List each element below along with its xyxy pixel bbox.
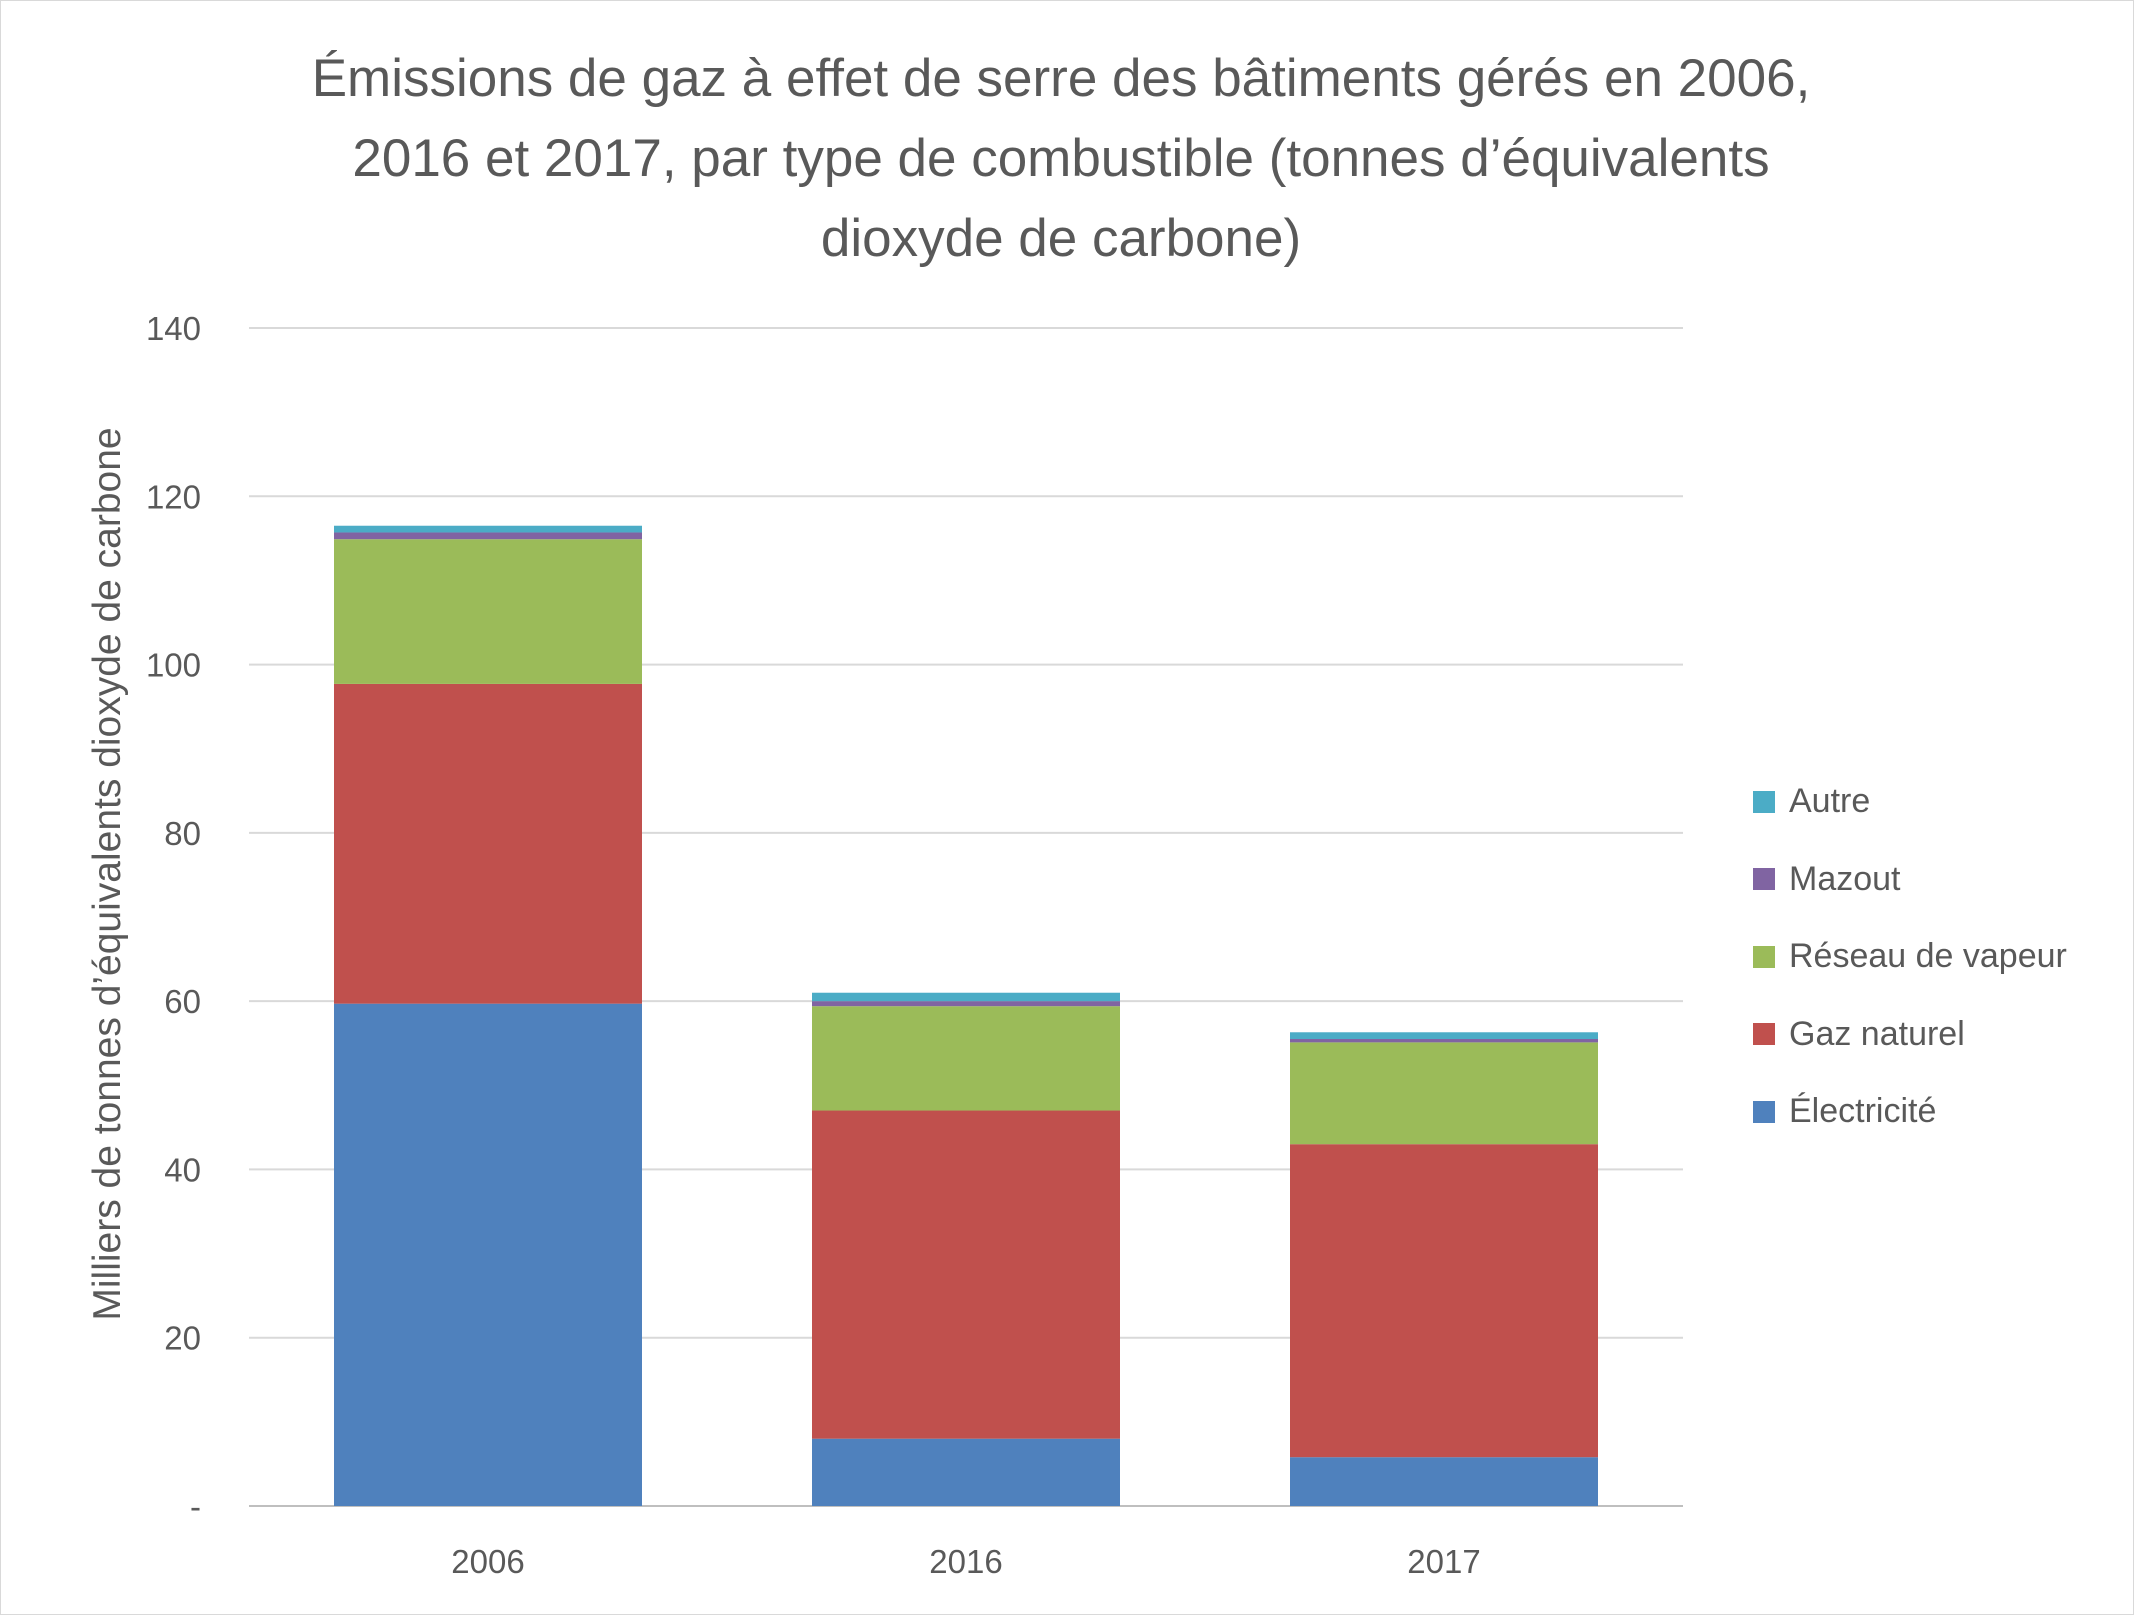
- y-tick-label: 60: [164, 983, 201, 1020]
- legend-swatch: [1753, 1100, 1775, 1123]
- legend-swatch: [1753, 945, 1775, 968]
- bar-segment: [334, 1003, 642, 1506]
- legend-label: Réseau de vapeur: [1789, 937, 2067, 976]
- legend-item: Électricité: [1753, 1073, 2067, 1151]
- chart-title-line-1: Émissions de gaz à effet de serre des bâ…: [311, 49, 1811, 108]
- legend-swatch: [1753, 1023, 1775, 1046]
- bar-segment: [1290, 1144, 1598, 1458]
- chart-title: Émissions de gaz à effet de serre des bâ…: [201, 39, 1921, 279]
- y-tick-label: 80: [164, 815, 201, 852]
- legend-label: Électricité: [1789, 1092, 1937, 1131]
- bar-segment: [334, 525, 642, 533]
- y-tick-label: 120: [146, 478, 201, 515]
- bar-segment: [812, 1001, 1120, 1007]
- y-tick-label: 100: [146, 647, 201, 684]
- bar-segment: [334, 532, 642, 540]
- legend-item: Gaz naturel: [1753, 996, 2067, 1074]
- bar-segment: [812, 1438, 1120, 1506]
- x-tick-label: 2016: [929, 1543, 1002, 1580]
- legend-label: Mazout: [1789, 859, 1901, 898]
- bar-segment: [334, 683, 642, 1004]
- bar-segment: [1290, 1457, 1598, 1506]
- y-tick-label: 40: [164, 1151, 201, 1188]
- bar-segment: [1290, 1032, 1598, 1040]
- legend-label: Gaz naturel: [1789, 1014, 1965, 1053]
- legend-swatch: [1753, 868, 1775, 891]
- legend-item: Autre: [1753, 763, 2067, 841]
- bar-segment: [1290, 1039, 1598, 1043]
- legend-item: Réseau de vapeur: [1753, 918, 2067, 996]
- bar-segment: [1290, 1042, 1598, 1145]
- bar-segment: [812, 1110, 1120, 1439]
- bar-segment: [812, 1006, 1120, 1111]
- x-tick-label: 2006: [451, 1543, 524, 1580]
- legend-label: Autre: [1789, 782, 1871, 821]
- bar-segment: [334, 539, 642, 684]
- legend-swatch: [1753, 790, 1775, 813]
- legend-item: Mazout: [1753, 841, 2067, 919]
- y-tick-label: 140: [146, 310, 201, 347]
- y-tick-label: -: [190, 1488, 201, 1525]
- legend: Autre Mazout Réseau de vapeur Gaz naturel Él…: [1753, 763, 2067, 1151]
- bar-segment: [812, 992, 1120, 1002]
- x-tick-label: 2017: [1407, 1543, 1480, 1580]
- y-tick-label: 20: [164, 1320, 201, 1357]
- chart-title-line-2: 2016 et 2017, par type de combustible (t…: [352, 129, 1770, 188]
- chart-title-line-3: dioxyde de carbone): [820, 209, 1302, 268]
